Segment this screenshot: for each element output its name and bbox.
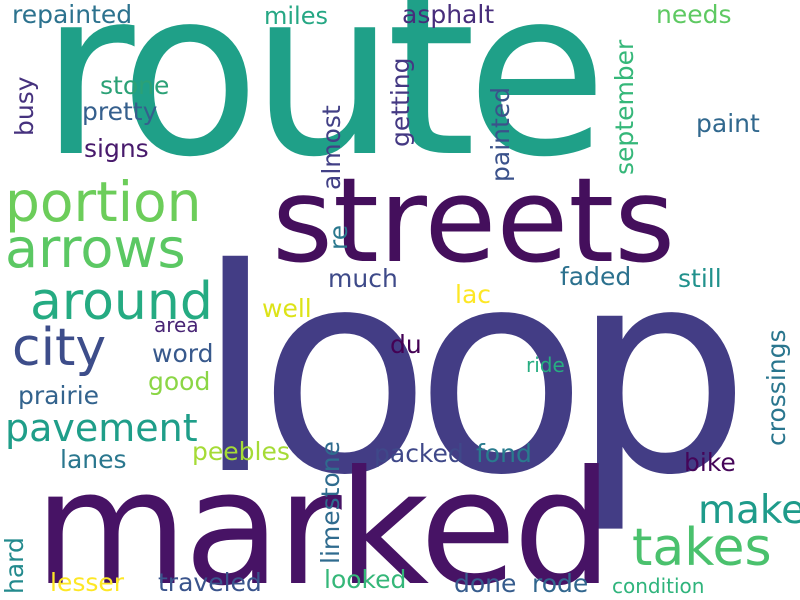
word-streets: streets bbox=[272, 152, 676, 289]
word-traveled: traveled bbox=[158, 568, 262, 597]
word-portion: portion bbox=[5, 170, 202, 234]
word-condition: condition bbox=[612, 574, 705, 598]
word-crossings: crossings bbox=[762, 329, 791, 446]
word-peebles: peebles bbox=[192, 437, 290, 466]
word-packed: packed bbox=[374, 439, 464, 468]
word-good: good bbox=[148, 367, 211, 396]
word-takes: takes bbox=[632, 518, 772, 578]
word-signs: signs bbox=[84, 134, 149, 163]
word-loop: loop bbox=[196, 208, 750, 537]
word-painted: painted bbox=[486, 86, 515, 182]
word-around: around bbox=[30, 272, 213, 332]
word-lesser: lesser bbox=[50, 568, 125, 597]
word-pretty: pretty bbox=[82, 97, 158, 126]
word-fond: fond bbox=[476, 439, 532, 468]
word-repainted: repainted bbox=[12, 0, 133, 29]
word-arrows: arrows bbox=[5, 217, 186, 280]
word-faded: faded bbox=[560, 262, 632, 291]
word-september: september bbox=[610, 39, 639, 175]
word-prairie: prairie bbox=[18, 381, 100, 410]
word-re: re bbox=[324, 224, 353, 250]
word-asphalt: asphalt bbox=[402, 0, 495, 29]
word-needs: needs bbox=[656, 0, 732, 29]
word-limestone: limestone bbox=[316, 441, 345, 564]
word-du: du bbox=[390, 330, 422, 359]
word-done: done bbox=[454, 569, 517, 598]
word-busy: busy bbox=[10, 76, 39, 136]
word-stone: stone bbox=[100, 71, 170, 100]
word-looked: looked bbox=[324, 565, 407, 594]
word-still: still bbox=[678, 264, 722, 293]
word-lanes: lanes bbox=[60, 445, 127, 474]
word-lac: lac bbox=[455, 280, 492, 309]
word-almost: almost bbox=[317, 105, 346, 190]
word-pavement: pavement bbox=[5, 406, 198, 450]
word-hard: hard bbox=[0, 537, 29, 594]
word-ride: ride bbox=[526, 353, 565, 377]
word-miles: miles bbox=[264, 2, 328, 30]
word-marked: marked bbox=[34, 437, 613, 600]
word-bike: bike bbox=[684, 448, 736, 477]
word-route: route bbox=[40, 0, 608, 208]
word-make: make bbox=[698, 488, 800, 533]
word-getting: getting bbox=[386, 57, 415, 147]
word-paint: paint bbox=[696, 109, 760, 138]
word-area: area bbox=[154, 313, 199, 337]
word-rode: rode bbox=[532, 569, 589, 598]
word-word: word bbox=[152, 339, 214, 368]
word-city: city bbox=[12, 318, 107, 378]
word-much: much bbox=[328, 264, 398, 293]
word-well: well bbox=[262, 294, 312, 323]
